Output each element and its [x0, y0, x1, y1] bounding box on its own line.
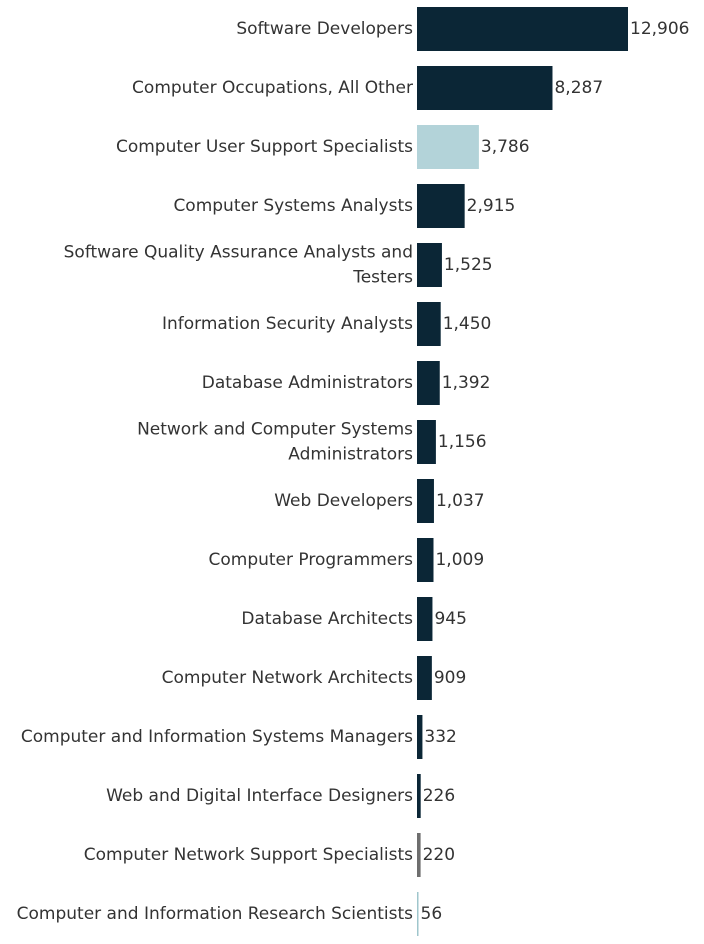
category-label-line: Computer Programmers [208, 550, 413, 570]
category-label: Computer Systems Analysts [173, 196, 413, 216]
value-label: 8,287 [554, 78, 603, 98]
category-label: Database Architects [241, 609, 413, 629]
bar [417, 243, 442, 287]
bar [417, 656, 432, 700]
bar [417, 420, 436, 464]
category-label-line: Software Quality Assurance Analysts and [64, 243, 413, 263]
category-label-line: Administrators [288, 445, 413, 465]
category-label: Information Security Analysts [162, 314, 413, 334]
category-label: Computer Network Support Specialists [84, 845, 413, 865]
bar [417, 125, 479, 169]
category-label-line: Computer Occupations, All Other [132, 78, 413, 98]
category-label-line: Computer Network Support Specialists [84, 845, 413, 865]
value-label: 2,915 [467, 196, 516, 216]
category-label-line: Database Architects [241, 609, 413, 629]
bar [417, 892, 419, 936]
bar [417, 361, 440, 405]
bar [417, 833, 421, 877]
category-labels-layer: Software Developers Computer Occupations,… [17, 19, 414, 924]
category-label-line: Database Administrators [202, 373, 413, 393]
category-label-line: Computer Network Architects [162, 668, 414, 688]
category-label: Computer Network Architects [162, 668, 414, 688]
category-label-line: Web and Digital Interface Designers [106, 786, 413, 806]
category-label: Computer Programmers [208, 550, 413, 570]
category-label-line: Software Developers [236, 19, 413, 39]
value-label: 12,906 [630, 19, 689, 39]
category-label: Computer Occupations, All Other [132, 78, 413, 98]
value-label: 945 [434, 609, 466, 629]
bars-layer [417, 7, 628, 936]
bar [417, 66, 553, 110]
value-label: 1,009 [435, 550, 484, 570]
category-label-line: Information Security Analysts [162, 314, 413, 334]
value-label: 3,786 [481, 137, 530, 157]
value-label: 1,037 [436, 491, 485, 511]
bar [417, 774, 421, 818]
category-label: Network and Computer Systems Administrato… [137, 420, 413, 465]
category-label-line: Network and Computer Systems [137, 420, 413, 440]
category-label: Computer User Support Specialists [116, 137, 413, 157]
bar [417, 597, 433, 641]
value-labels-layer: 12,906 8,287 3,786 2,915 1,525 1,450 1,392 1,15… [421, 19, 690, 924]
value-label: 1,450 [443, 314, 492, 334]
bar [417, 715, 423, 759]
value-label: 1,525 [444, 255, 493, 275]
category-label: Software Quality Assurance Analysts and T… [64, 243, 414, 288]
bar [417, 479, 434, 523]
category-label: Web Developers [274, 491, 413, 511]
category-label: Database Administrators [202, 373, 413, 393]
category-label: Software Developers [236, 19, 413, 39]
category-label: Computer and Information Systems Manager… [21, 727, 413, 747]
bar [417, 184, 465, 228]
value-label: 56 [421, 904, 443, 924]
value-label: 1,156 [438, 432, 487, 452]
category-label: Computer and Information Research Scient… [17, 904, 413, 924]
category-label-line: Computer Systems Analysts [173, 196, 413, 216]
category-label: Web and Digital Interface Designers [106, 786, 413, 806]
category-label-line: Computer and Information Systems Manager… [21, 727, 413, 747]
category-label-line: Computer User Support Specialists [116, 137, 413, 157]
category-label-line: Testers [352, 268, 413, 288]
bar [417, 538, 434, 582]
value-label: 226 [423, 786, 455, 806]
value-label: 1,392 [442, 373, 491, 393]
category-label-line: Web Developers [274, 491, 413, 511]
value-label: 220 [423, 845, 455, 865]
value-label: 332 [424, 727, 456, 747]
bar [417, 7, 628, 51]
value-label: 909 [434, 668, 466, 688]
category-label-line: Computer and Information Research Scient… [17, 904, 413, 924]
bar [417, 302, 441, 346]
